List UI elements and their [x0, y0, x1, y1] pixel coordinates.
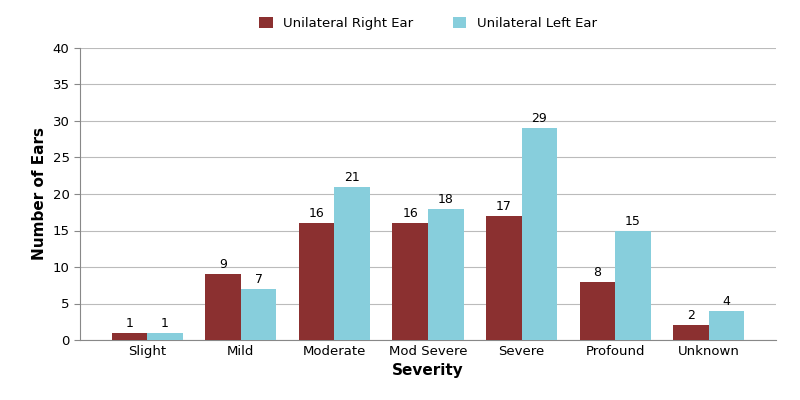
Bar	[334, 187, 370, 340]
Text: 7: 7	[254, 273, 262, 286]
Text: 17: 17	[496, 200, 512, 213]
Bar	[241, 289, 276, 340]
Bar	[112, 333, 147, 340]
Bar	[709, 311, 744, 340]
Text: 8: 8	[594, 266, 602, 279]
Y-axis label: Number of Ears: Number of Ears	[32, 128, 47, 260]
Text: 1: 1	[126, 317, 134, 330]
Text: 18: 18	[438, 193, 454, 206]
Text: 15: 15	[625, 214, 641, 228]
Bar	[486, 216, 522, 340]
Bar	[299, 223, 334, 340]
Text: 1: 1	[161, 317, 169, 330]
Text: 16: 16	[309, 207, 325, 220]
Text: 29: 29	[531, 112, 547, 125]
Bar	[522, 128, 557, 340]
Bar	[428, 209, 463, 340]
Text: 9: 9	[219, 258, 227, 271]
Legend: Unilateral Right Ear, Unilateral Left Ear: Unilateral Right Ear, Unilateral Left Ea…	[253, 11, 603, 37]
Text: 21: 21	[344, 171, 360, 184]
Bar	[580, 282, 615, 340]
Bar	[674, 326, 709, 340]
Text: 4: 4	[722, 295, 730, 308]
Bar	[147, 333, 182, 340]
Text: 2: 2	[687, 310, 695, 322]
Bar	[206, 274, 241, 340]
Text: 16: 16	[402, 207, 418, 220]
X-axis label: Severity: Severity	[392, 364, 464, 378]
Bar	[393, 223, 428, 340]
Bar	[615, 230, 650, 340]
